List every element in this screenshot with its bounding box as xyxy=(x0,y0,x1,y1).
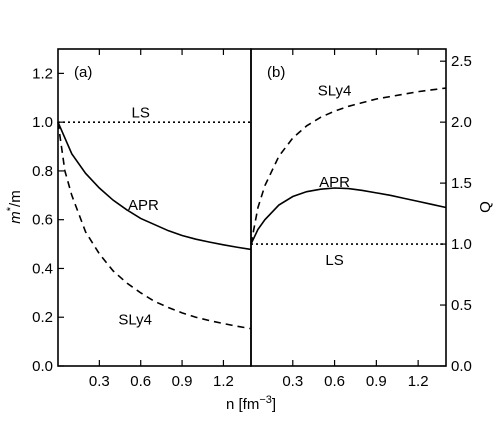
panel-a-series xyxy=(57,121,252,330)
panel-b-label: (b) xyxy=(267,64,285,81)
panel-a: 0.3 0.6 0.9 1.2 0.0 0.2 0.4 0.6 0.8 1.0 1.2 LS APR SL… xyxy=(32,48,252,390)
panel-a-x-tick-label: 0.6 xyxy=(130,373,151,390)
panel-b-y-tick-label: 2.0 xyxy=(451,114,472,131)
panel-b-x-tick-label: 0.3 xyxy=(282,373,303,390)
x-axis-title-main: n [fm xyxy=(226,396,259,413)
y-axis-title-left-main: m xyxy=(7,211,24,224)
panel-a-x-tick-label: 0.9 xyxy=(172,373,193,390)
panel-a-y-tick-label: 0.8 xyxy=(32,163,53,180)
y-axis-title-left: m*/m xyxy=(5,190,24,223)
x-axis-title-tail: ] xyxy=(272,396,276,413)
panel-b-curve-apr xyxy=(250,187,447,245)
panel-a-curve-label-sly4: SLy4 xyxy=(118,312,152,329)
panel-a-y-tick-label: 0.0 xyxy=(32,358,53,375)
x-axis-title-sup: −3 xyxy=(259,394,272,406)
panel-a-curve-apr xyxy=(57,121,252,251)
y-axis-title-right: Q xyxy=(477,201,494,213)
panel-a-y-tick-label: 0.2 xyxy=(32,309,53,326)
panel-b-y-tick-label: 1.5 xyxy=(451,175,472,192)
panel-b: 0.3 0.6 0.9 1.20.00.51.01.52.02.5LSAPRSLy4 … xyxy=(250,48,472,390)
panel-a-y-tick-label: 0.6 xyxy=(32,212,53,229)
panel-a-y-tick-label: 1.2 xyxy=(32,65,53,82)
panel-b-x-tick-label: 1.2 xyxy=(408,373,429,390)
panel-a-curve-sly4 xyxy=(57,122,252,330)
panel-a-x-tick-label: 0.3 xyxy=(89,373,110,390)
panel-b-curve-label-ls: LS xyxy=(325,252,343,269)
y-axis-title-left-sup: * xyxy=(5,206,17,211)
panel-b-y-tick-label: 2.5 xyxy=(451,53,472,70)
panel-a-curve-label-ls: LS xyxy=(132,104,150,121)
panel-b-curve-sly4 xyxy=(250,87,447,245)
panel-b-y-tick-label: 0.5 xyxy=(451,297,472,314)
y-axis-title-left-tail: /m xyxy=(7,190,24,207)
panel-b-curve-label-sly4: SLy4 xyxy=(318,82,352,99)
x-axis-title: n [fm−3] xyxy=(226,394,276,413)
panel-a-y-tick-label: 0.4 xyxy=(32,260,53,277)
panel-b-x-tick-label: 0.9 xyxy=(366,373,387,390)
panel-b-y-tick-label: 1.0 xyxy=(451,236,472,253)
panel-a-x-tick-label: 1.2 xyxy=(213,373,234,390)
panel-a-label: (a) xyxy=(74,64,92,81)
panel-b-y-tick-label: 0.0 xyxy=(451,358,472,375)
panel-b-series xyxy=(250,87,447,245)
panel-a-curve-label-apr: APR xyxy=(128,197,159,214)
panel-b-x-tick-label: 0.6 xyxy=(324,373,345,390)
panel-b-curve-label-apr: APR xyxy=(319,174,350,191)
panel-a-y-tick-label: 1.0 xyxy=(32,114,53,131)
